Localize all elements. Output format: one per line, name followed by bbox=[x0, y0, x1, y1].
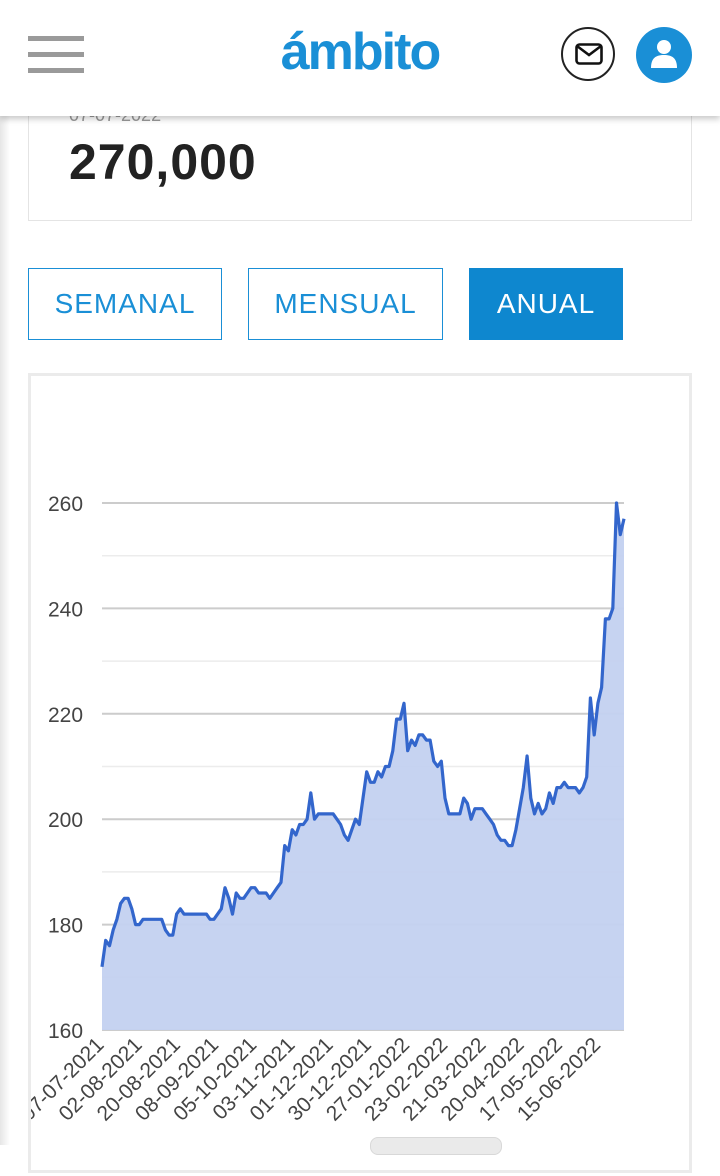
price-area-chart: 16018020022024026007-07-202102-08-202120… bbox=[31, 493, 626, 1125]
scroll-handle[interactable] bbox=[370, 1137, 502, 1155]
newsletter-button[interactable] bbox=[561, 27, 615, 81]
y-tick-label: 220 bbox=[48, 704, 83, 727]
menu-bar bbox=[28, 52, 84, 57]
y-tick-label: 160 bbox=[48, 1020, 83, 1043]
tab-mensual[interactable]: MENSUAL bbox=[248, 268, 443, 340]
series-area bbox=[102, 503, 624, 1030]
y-tick-label: 200 bbox=[48, 809, 83, 832]
y-tick-label: 260 bbox=[48, 493, 83, 516]
tab-anual[interactable]: ANUAL bbox=[469, 268, 623, 340]
envelope-icon bbox=[575, 43, 603, 65]
series-line bbox=[100, 501, 626, 968]
left-edge-shadow bbox=[0, 116, 10, 1145]
user-icon bbox=[651, 40, 677, 68]
tab-semanal[interactable]: SEMANAL bbox=[28, 268, 222, 340]
menu-bar bbox=[28, 36, 84, 41]
hamburger-menu-icon[interactable] bbox=[28, 36, 84, 74]
price-card: 07-07-2022 270,000 bbox=[28, 100, 692, 221]
top-header: ámbito bbox=[0, 0, 720, 116]
menu-bar bbox=[28, 68, 84, 73]
y-tick-label: 240 bbox=[48, 598, 83, 621]
user-account-button[interactable] bbox=[636, 27, 692, 83]
price-value: 270,000 bbox=[69, 134, 257, 190]
y-tick-label: 180 bbox=[48, 915, 83, 938]
ambito-logo[interactable]: ámbito bbox=[280, 23, 441, 81]
chart-container: 160 180 200 220 240 260 07-07-2021 02-08-2021 20… bbox=[28, 373, 692, 1173]
